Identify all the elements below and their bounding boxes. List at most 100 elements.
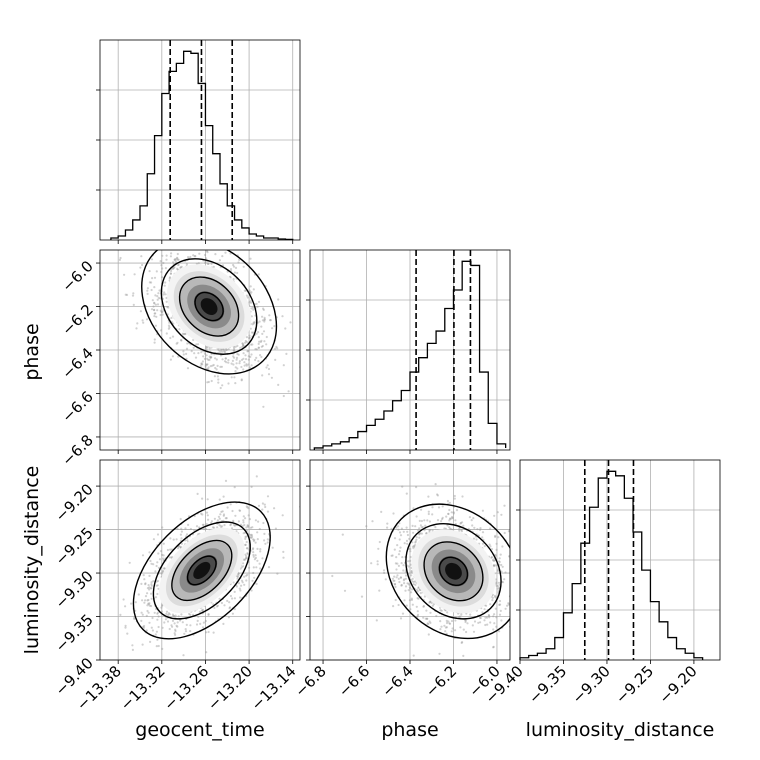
scatter-geocent-time-phase-point <box>172 261 175 264</box>
scatter-phase-luminosity-distance-point <box>393 575 396 578</box>
scatter-geocent-time-luminosity-distance-point <box>244 517 247 520</box>
scatter-phase-luminosity-distance-point <box>501 565 504 568</box>
scatter-geocent-time-phase-point <box>158 205 160 207</box>
scatter-geocent-time-luminosity-distance-point <box>221 510 224 513</box>
scatter-phase-luminosity-distance-point <box>410 571 413 574</box>
scatter-geocent-time-phase-point <box>261 315 264 318</box>
scatter-phase-luminosity-distance-point <box>492 645 495 649</box>
scatter-phase-luminosity-distance-point <box>507 602 510 605</box>
scatter-phase-luminosity-distance-point <box>449 517 452 520</box>
scatter-geocent-time-luminosity-distance-point <box>219 513 222 516</box>
scatter-phase-luminosity-distance-point <box>488 616 491 619</box>
scatter-geocent-time-phase-point <box>153 338 156 341</box>
scatter-geocent-time-luminosity-distance-point <box>212 631 215 634</box>
scatter-phase-luminosity-distance-contour <box>438 556 469 586</box>
scatter-geocent-time-phase-point <box>180 339 183 342</box>
scatter-geocent-time-luminosity-distance-point <box>264 542 267 545</box>
scatter-phase-luminosity-distance-point <box>493 622 496 625</box>
scatter-geocent-time-phase-point <box>204 253 207 257</box>
scatter-phase-luminosity-distance-point <box>490 548 494 551</box>
scatter-geocent-time-luminosity-distance-point <box>236 575 239 578</box>
scatter-geocent-time-phase-point <box>208 347 211 350</box>
scatter-geocent-time-phase-point <box>212 265 215 268</box>
scatter-phase-luminosity-distance-point <box>454 619 457 622</box>
scatter-geocent-time-luminosity-distance-point <box>206 514 209 517</box>
scatter-geocent-time-luminosity-distance-point <box>189 527 192 531</box>
scatter-phase-luminosity-distance-point <box>498 583 501 586</box>
scatter-geocent-time-phase-point <box>215 358 218 361</box>
xlabel-phase: phase <box>381 719 438 741</box>
scatter-geocent-time-luminosity-distance-point <box>156 579 160 583</box>
scatter-phase-luminosity-distance-point <box>512 560 514 562</box>
scatter-geocent-time-luminosity-distance-point <box>253 576 256 579</box>
scatter-phase-luminosity-distance-point <box>331 574 334 578</box>
scatter-geocent-time-phase-point <box>250 301 253 304</box>
scatter-geocent-time-phase-point <box>171 335 175 338</box>
scatter-geocent-time-luminosity-distance-point <box>244 543 247 547</box>
scatter-geocent-time-luminosity-distance-point <box>152 538 155 541</box>
scatter-geocent-time-luminosity-distance-point <box>245 555 248 558</box>
scatter-phase-luminosity-distance-point <box>416 615 419 618</box>
scatter-geocent-time-luminosity-distance-point <box>247 525 250 529</box>
scatter-phase-luminosity-distance-point <box>404 585 408 588</box>
scatter-geocent-time-phase-point <box>151 299 154 302</box>
scatter-phase-luminosity-distance-point <box>514 601 516 603</box>
scatter-phase-luminosity-distance-point <box>496 569 500 573</box>
scatter-phase-luminosity-distance-point <box>492 646 495 649</box>
scatter-phase-luminosity-distance-point <box>396 544 399 547</box>
scatter-phase-luminosity-distance-point <box>440 625 443 628</box>
scatter-geocent-time-phase-contour <box>178 276 240 337</box>
scatter-phase-luminosity-distance-point <box>426 519 429 522</box>
scatter-phase-luminosity-distance-point <box>396 562 399 565</box>
scatter-phase-luminosity-distance-point <box>462 524 465 527</box>
scatter-phase-luminosity-distance-point <box>500 563 503 567</box>
scatter-geocent-time-luminosity-distance-point <box>149 559 152 563</box>
scatter-geocent-time-phase-point <box>214 253 217 256</box>
scatter-phase-luminosity-distance-point <box>444 527 447 530</box>
scatter-geocent-time-phase-point <box>261 319 264 322</box>
scatter-phase-luminosity-distance-point <box>415 536 418 539</box>
scatter-geocent-time-luminosity-distance-point <box>163 567 166 570</box>
scatter-geocent-time-phase-point <box>168 235 170 237</box>
scatter-geocent-time-luminosity-distance-point <box>257 520 260 523</box>
scatter-geocent-time-phase-point <box>177 258 180 261</box>
scatter-geocent-time-phase-point <box>275 345 278 348</box>
scatter-geocent-time-luminosity-distance-point <box>144 595 148 598</box>
scatter-geocent-time-luminosity-distance-point <box>176 527 179 531</box>
scatter-phase-luminosity-distance-point <box>422 605 425 608</box>
scatter-geocent-time-phase-point <box>207 262 210 265</box>
scatter-phase-luminosity-distance-point <box>437 506 441 509</box>
scatter-geocent-time-phase-point <box>242 343 245 346</box>
scatter-phase-luminosity-distance-point <box>403 582 406 585</box>
scatter-geocent-time-phase-point <box>189 255 192 259</box>
scatter-geocent-time-luminosity-distance-point <box>201 609 204 612</box>
scatter-phase-luminosity-distance-point <box>423 595 426 598</box>
scatter-phase-luminosity-distance-xtick-label: −6.4 <box>378 662 416 700</box>
scatter-geocent-time-luminosity-distance-point <box>169 548 172 551</box>
scatter-geocent-time-phase-point <box>234 266 238 269</box>
scatter-phase-luminosity-distance-point <box>493 559 496 562</box>
scatter-phase-luminosity-distance-point <box>411 524 414 528</box>
scatter-phase-luminosity-distance-point <box>464 620 467 624</box>
scatter-geocent-time-phase-point <box>224 357 227 360</box>
scatter-geocent-time-luminosity-distance-point <box>122 598 125 601</box>
scatter-geocent-time-phase-point <box>233 349 236 352</box>
scatter-phase-luminosity-distance-point <box>427 495 430 498</box>
scatter-geocent-time-luminosity-distance-point <box>146 604 149 607</box>
scatter-geocent-time-phase-point <box>246 350 249 353</box>
scatter-phase-luminosity-distance-density <box>445 562 462 580</box>
scatter-geocent-time-luminosity-distance-point <box>201 608 204 611</box>
scatter-geocent-time-phase-point <box>266 364 269 367</box>
scatter-geocent-time-luminosity-distance-point <box>158 558 162 561</box>
scatter-geocent-time-luminosity-distance-point <box>200 609 203 612</box>
scatter-phase-luminosity-distance-point <box>507 530 510 533</box>
scatter-geocent-time-luminosity-distance-point <box>172 614 175 618</box>
scatter-geocent-time-phase-point <box>242 344 245 348</box>
scatter-phase-luminosity-distance-point <box>461 521 464 524</box>
scatter-geocent-time-luminosity-distance-point <box>236 577 239 580</box>
scatter-geocent-time-phase-point <box>132 292 135 295</box>
scatter-phase-luminosity-distance-point <box>451 627 454 630</box>
scatter-geocent-time-phase-point <box>173 258 176 261</box>
scatter-phase-luminosity-distance-point <box>495 582 498 585</box>
scatter-phase-luminosity-distance-point <box>459 522 462 525</box>
